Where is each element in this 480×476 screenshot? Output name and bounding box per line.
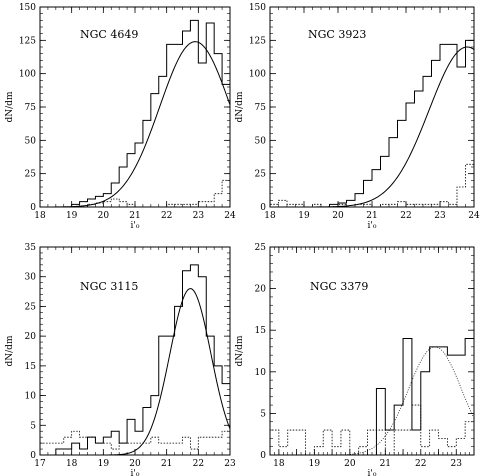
- y-tick-label: 15: [25, 362, 37, 372]
- y-tick-label: 25: [25, 170, 37, 180]
- y-tick-label: 0: [30, 451, 36, 461]
- y-tick-label: 30: [25, 273, 37, 283]
- y-tick-label: 5: [30, 421, 36, 431]
- x-axis-label: i'₀: [368, 469, 377, 476]
- x-tick-label: 24: [224, 211, 236, 221]
- y-axis-label: dN/dm: [235, 335, 245, 366]
- panel-title: NGC 3923: [308, 28, 366, 41]
- x-tick-label: 23: [193, 211, 205, 221]
- y-tick-label: 150: [19, 3, 36, 13]
- x-tick-label: 21: [161, 459, 172, 469]
- y-tick-label: 0: [260, 203, 266, 213]
- gaussian-fit: [270, 46, 474, 207]
- y-tick-label: 35: [25, 243, 37, 253]
- x-tick-label: 20: [344, 459, 356, 469]
- x-tick-label: 23: [434, 211, 446, 221]
- y-tick-label: 125: [249, 36, 266, 46]
- gaussian-fit: [270, 346, 474, 455]
- panel-title: NGC 3115: [80, 280, 138, 293]
- y-tick-label: 10: [255, 368, 267, 378]
- x-tick-label: 19: [309, 459, 321, 469]
- gc-histogram: [40, 264, 230, 455]
- x-tick-label: 20: [129, 459, 141, 469]
- panel-title: NGC 3379: [310, 280, 368, 293]
- y-tick-label: 25: [255, 170, 267, 180]
- panel-title: NGC 4649: [80, 28, 138, 41]
- y-tick-label: 75: [255, 103, 267, 113]
- x-tick-label: 21: [380, 459, 391, 469]
- gaussian-fit: [40, 41, 230, 207]
- panel-4: 18 19 20 21 22 23 0 5 10 15 20 25 i'₀ dN/dm NGC 3379: [235, 243, 475, 476]
- y-tick-label: 75: [25, 103, 37, 113]
- panel-2: 18 19 20 21 22 23 24 0 25 50 75 100 125 150 i'₀ dN/dm NG…: [235, 3, 480, 231]
- x-tick-label: 18: [273, 459, 285, 469]
- gc-histogram: [270, 39, 474, 207]
- x-tick-label: 21: [366, 211, 377, 221]
- x-tick-label: 22: [415, 459, 426, 469]
- y-tick-label: 25: [25, 302, 37, 312]
- x-tick-label: 17: [34, 459, 46, 469]
- y-tick-label: 10: [25, 392, 37, 402]
- y-tick-label: 100: [19, 70, 36, 80]
- x-tick-label: 23: [224, 459, 236, 469]
- y-tick-label: 0: [30, 203, 36, 213]
- y-axis-label: dN/dm: [5, 335, 15, 366]
- gaussian-fit: [40, 288, 230, 455]
- x-tick-label: 21: [129, 211, 140, 221]
- x-tick-label: 22: [193, 459, 204, 469]
- plot-frame: [269, 246, 475, 456]
- x-tick-label: 19: [298, 211, 310, 221]
- y-tick-label: 0: [260, 451, 266, 461]
- x-axis-label: i'₀: [131, 221, 140, 231]
- x-tick-label: 19: [66, 211, 78, 221]
- y-tick-label: 20: [255, 285, 267, 295]
- y-tick-label: 100: [249, 70, 266, 80]
- x-tick-label: 18: [264, 211, 276, 221]
- y-tick-label: 20: [25, 332, 37, 342]
- y-tick-label: 125: [19, 36, 36, 46]
- gc-histogram: [40, 19, 230, 207]
- y-tick-label: 150: [249, 3, 266, 13]
- panel-3: 17 18 19 20 21 22 23 0 5 10 15 20 25 30 35 i'₀ dN/dm NGC …: [5, 243, 236, 476]
- x-tick-label: 18: [34, 211, 46, 221]
- y-axis-label: dN/dm: [235, 91, 245, 122]
- gc-histogram: [349, 247, 474, 455]
- y-tick-label: 50: [25, 136, 37, 146]
- x-tick-label: 20: [98, 211, 110, 221]
- y-tick-label: 50: [255, 136, 267, 146]
- y-axis-label: dN/dm: [5, 91, 15, 122]
- x-axis-label: i'₀: [368, 221, 377, 231]
- x-tick-label: 20: [332, 211, 344, 221]
- y-tick-label: 5: [260, 409, 266, 419]
- x-tick-label: 24: [468, 211, 480, 221]
- x-tick-label: 18: [66, 459, 78, 469]
- x-tick-label: 19: [98, 459, 110, 469]
- x-tick-label: 23: [451, 459, 463, 469]
- panel-1: 18 19 20 21 22 23 24 0 25 50 75 100 125 150 i'₀ dN/dm NG…: [5, 3, 236, 231]
- background-histogram: [40, 430, 230, 455]
- background-histogram: [270, 404, 474, 455]
- y-tick-label: 25: [255, 243, 267, 253]
- x-tick-label: 22: [161, 211, 172, 221]
- x-axis-label: i'₀: [131, 469, 140, 476]
- background-histogram: [40, 179, 230, 207]
- x-tick-label: 22: [400, 211, 411, 221]
- y-tick-label: 15: [255, 326, 267, 336]
